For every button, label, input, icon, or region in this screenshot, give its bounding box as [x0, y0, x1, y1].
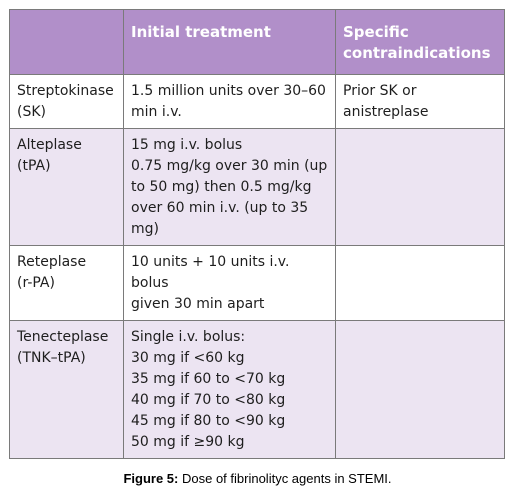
- cell-line: (tPA): [17, 158, 51, 174]
- initial-treatment-cell: 15 mg i.v. bolus 0.75 mg/kg over 30 min (…: [123, 128, 336, 246]
- header-initial-treatment: Initial treatment: [123, 9, 336, 75]
- contraindications-cell: Prior SK or anistreplase: [335, 74, 505, 129]
- cell-line: Streptokinase: [17, 83, 114, 99]
- contraindications-cell: [335, 128, 505, 246]
- table-row: Streptokinase (SK) 1.5 million units over …: [9, 74, 505, 129]
- table-row: Alteplase (tPA) 15 mg i.v. bolus 0.75 mg/kg…: [9, 128, 505, 246]
- agent-cell: Reteplase (r-PA): [9, 245, 124, 321]
- cell-line: 40 mg if 70 to <80 kg: [131, 392, 286, 408]
- cell-line: (r-PA): [17, 275, 55, 291]
- table-row: Tenecteplase (TNK–tPA) Single i.v. bolus: 3…: [9, 320, 505, 459]
- cell-line: over 60 min i.v. (up to 35 mg): [131, 200, 309, 237]
- header-specific-contraindications: Specific contraindications: [335, 9, 505, 75]
- fibrinolytic-dosage-table: Initial treatment Specific contraindicat…: [9, 9, 505, 459]
- initial-treatment-cell: 10 units + 10 units i.v. bolus given 30 m…: [123, 245, 336, 321]
- cell-line: 35 mg if 60 to <70 kg: [131, 371, 286, 387]
- cell-line: to 50 mg) then 0.5 mg/kg: [131, 179, 312, 195]
- contraindications-cell: [335, 245, 505, 321]
- figure-caption-text: Dose of fibrinolityc agents in STEMI.: [178, 471, 392, 486]
- dosage-table-container: Initial treatment Specific contraindicat…: [9, 9, 505, 459]
- table-body: Streptokinase (SK) 1.5 million units over …: [9, 74, 505, 459]
- cell-line: Prior SK or: [343, 83, 417, 99]
- cell-line: 45 mg if 80 to <90 kg: [131, 413, 286, 429]
- cell-line: Alteplase: [17, 137, 82, 153]
- initial-treatment-cell: 1.5 million units over 30–60 min i.v.: [123, 74, 336, 129]
- figure-caption-label: Figure 5:: [123, 471, 179, 486]
- cell-line: (TNK–tPA): [17, 350, 86, 366]
- agent-cell: Alteplase (tPA): [9, 128, 124, 246]
- contraindications-cell: [335, 320, 505, 459]
- cell-line: min i.v.: [131, 104, 182, 120]
- cell-line: 1.5 million units over 30–60: [131, 83, 326, 99]
- header-agent-column: [9, 9, 124, 75]
- cell-line: anistreplase: [343, 104, 429, 120]
- cell-line: 10 units + 10 units i.v. bolus: [131, 254, 290, 291]
- cell-line: Tenecteplase: [17, 329, 109, 345]
- table-row: Reteplase (r-PA) 10 units + 10 units i.v. …: [9, 245, 505, 321]
- cell-line: 30 mg if <60 kg: [131, 350, 245, 366]
- initial-treatment-cell: Single i.v. bolus: 30 mg if <60 kg 35 mg i…: [123, 320, 336, 459]
- cell-line: (SK): [17, 104, 46, 120]
- cell-line: 50 mg if ≥90 kg: [131, 434, 245, 450]
- cell-line: Reteplase: [17, 254, 87, 270]
- cell-line: 15 mg i.v. bolus: [131, 137, 243, 153]
- figure-caption: Figure 5: Dose of fibrinolityc agents in…: [0, 471, 515, 486]
- cell-line: 0.75 mg/kg over 30 min (up: [131, 158, 328, 174]
- agent-cell: Streptokinase (SK): [9, 74, 124, 129]
- table-header-row: Initial treatment Specific contraindicat…: [9, 9, 505, 75]
- agent-cell: Tenecteplase (TNK–tPA): [9, 320, 124, 459]
- cell-line: given 30 min apart: [131, 296, 265, 312]
- cell-line: Single i.v. bolus:: [131, 329, 246, 345]
